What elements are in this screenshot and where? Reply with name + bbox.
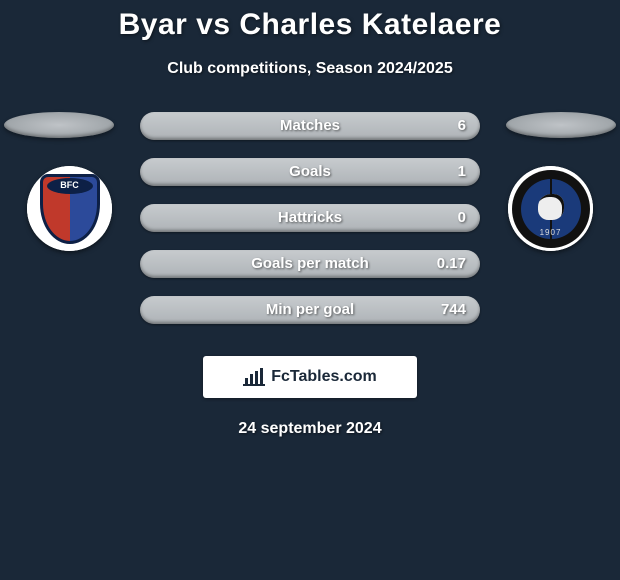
team-badge-right: 1907: [508, 166, 593, 251]
stat-row: Hattricks 0: [140, 204, 480, 232]
stat-row: Matches 6: [140, 112, 480, 140]
comparison-stage: BFC 1907 Matches 6 Goals 1 Hattricks 0 G…: [0, 112, 620, 352]
stat-row: Min per goal 744: [140, 296, 480, 324]
stat-label: Min per goal: [140, 296, 480, 324]
stats-list: Matches 6 Goals 1 Hattricks 0 Goals per …: [140, 112, 480, 324]
stat-label: Goals: [140, 158, 480, 186]
stat-value: 744: [441, 296, 466, 324]
page-title: Byar vs Charles Katelaere: [0, 0, 620, 42]
stat-value: 1: [458, 158, 466, 186]
stat-row: Goals per match 0.17: [140, 250, 480, 278]
player-right-placeholder: [506, 112, 616, 138]
stat-label: Hattricks: [140, 204, 480, 232]
crest-bfc-text: BFC: [47, 178, 93, 194]
date-text: 24 september 2024: [0, 420, 620, 438]
crest-bfc-icon: BFC: [27, 166, 112, 251]
stat-value: 6: [458, 112, 466, 140]
bar-chart-icon: [243, 368, 265, 386]
crest-atalanta-icon: 1907: [508, 166, 593, 251]
stat-label: Goals per match: [140, 250, 480, 278]
stat-row: Goals 1: [140, 158, 480, 186]
stat-value: 0.17: [437, 250, 466, 278]
fctables-text: FcTables.com: [271, 368, 377, 386]
team-badge-left: BFC: [27, 166, 112, 251]
player-left-placeholder: [4, 112, 114, 138]
subtitle: Club competitions, Season 2024/2025: [0, 60, 620, 78]
fctables-logo: FcTables.com: [203, 356, 417, 398]
stat-value: 0: [458, 204, 466, 232]
stat-label: Matches: [140, 112, 480, 140]
